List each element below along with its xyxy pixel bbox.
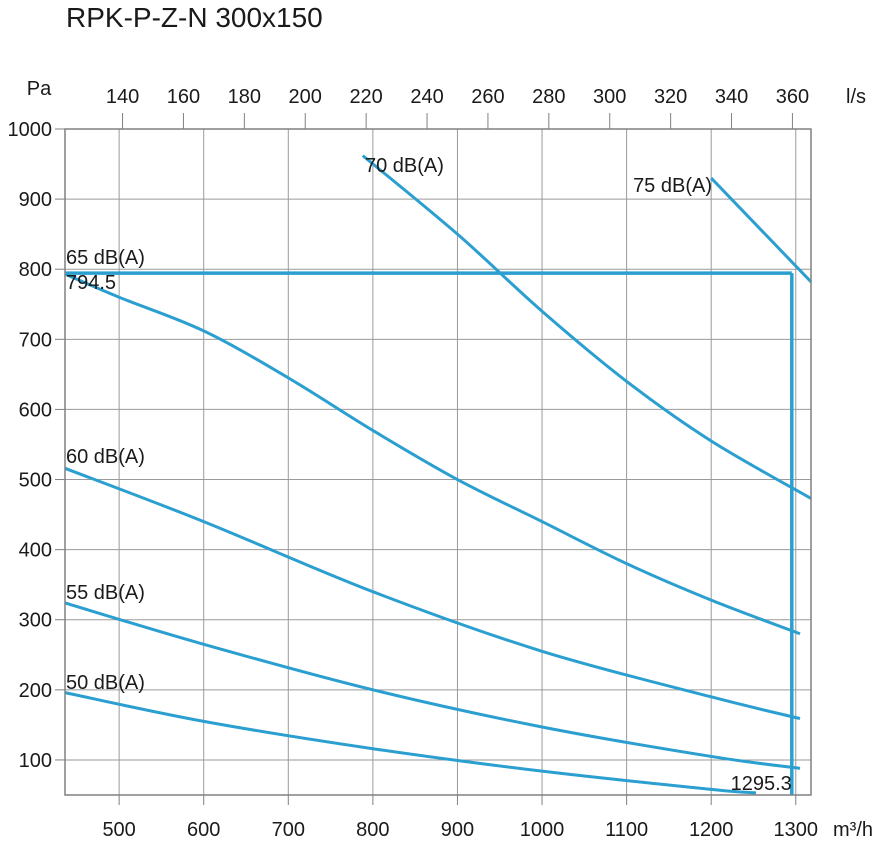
- x2-tick-label: 140: [106, 86, 139, 108]
- series-label: 70 dB(A): [365, 155, 444, 177]
- x-tick-label: 1100: [605, 819, 648, 841]
- y-tick-label: 800: [19, 259, 52, 281]
- series-label: 65 dB(A): [66, 247, 145, 269]
- x2-tick-label: 360: [776, 86, 809, 108]
- curves: [64, 154, 813, 795]
- series-line: [64, 272, 801, 636]
- x-tick-label: 600: [187, 819, 220, 841]
- series-line: [710, 177, 813, 283]
- x-tick-label: 1000: [520, 819, 565, 841]
- x2-tick-label: 180: [228, 86, 261, 108]
- series-label: 55 dB(A): [66, 582, 145, 604]
- operating-point-pressure-label: 794.5: [66, 272, 116, 294]
- x2-tick-label: 160: [167, 86, 200, 108]
- x-tick-label: 1200: [689, 819, 734, 841]
- x-tick-label: 700: [272, 819, 305, 841]
- y-tick-label: 300: [19, 610, 52, 632]
- operating-point: [65, 271, 794, 795]
- x2-tick-label: 280: [532, 86, 565, 108]
- grid: [55, 113, 811, 805]
- y-tick-label: 900: [19, 189, 52, 211]
- x-tick-label: 900: [441, 819, 474, 841]
- x2-tick-label: 240: [410, 86, 443, 108]
- x2-tick-label: 260: [471, 86, 504, 108]
- plot-frame: [64, 128, 812, 796]
- x2-tick-label: 300: [593, 86, 626, 108]
- y-tick-label: 100: [19, 750, 52, 772]
- x-tick-label: 500: [102, 819, 135, 841]
- x2-axis-label: l/s: [846, 86, 866, 108]
- y-tick-label: 200: [19, 680, 52, 702]
- x2-tick-label: 220: [349, 86, 382, 108]
- y-tick-label: 600: [19, 399, 52, 421]
- series-label: 50 dB(A): [66, 672, 145, 694]
- series-line: [361, 154, 812, 500]
- series-line: [64, 601, 801, 770]
- chart-title: RPK-P-Z-N 300x150: [66, 2, 323, 33]
- y-axis-label: Pa: [27, 78, 52, 100]
- x2-tick-label: 320: [654, 86, 687, 108]
- operating-point-flow-label: 1295.3: [731, 773, 792, 795]
- x-tick-label: 1300: [774, 819, 819, 841]
- labels: 500 600 700 800 900 1000 1100 1200 1300 100 200 300…: [8, 86, 819, 841]
- series-line: [64, 466, 801, 721]
- y-tick-label: 700: [19, 329, 52, 351]
- series-label: 75 dB(A): [633, 175, 712, 197]
- x-tick-label: 800: [356, 819, 389, 841]
- y-tick-label: 1000: [8, 119, 53, 141]
- series-line: [64, 691, 757, 795]
- series-label: 60 dB(A): [66, 446, 145, 468]
- y-tick-label: 500: [19, 470, 52, 492]
- y-tick-label: 400: [19, 540, 52, 562]
- x-axis-label: m³/h: [833, 819, 873, 841]
- x2-tick-label: 340: [715, 86, 748, 108]
- x2-tick-label: 200: [289, 86, 322, 108]
